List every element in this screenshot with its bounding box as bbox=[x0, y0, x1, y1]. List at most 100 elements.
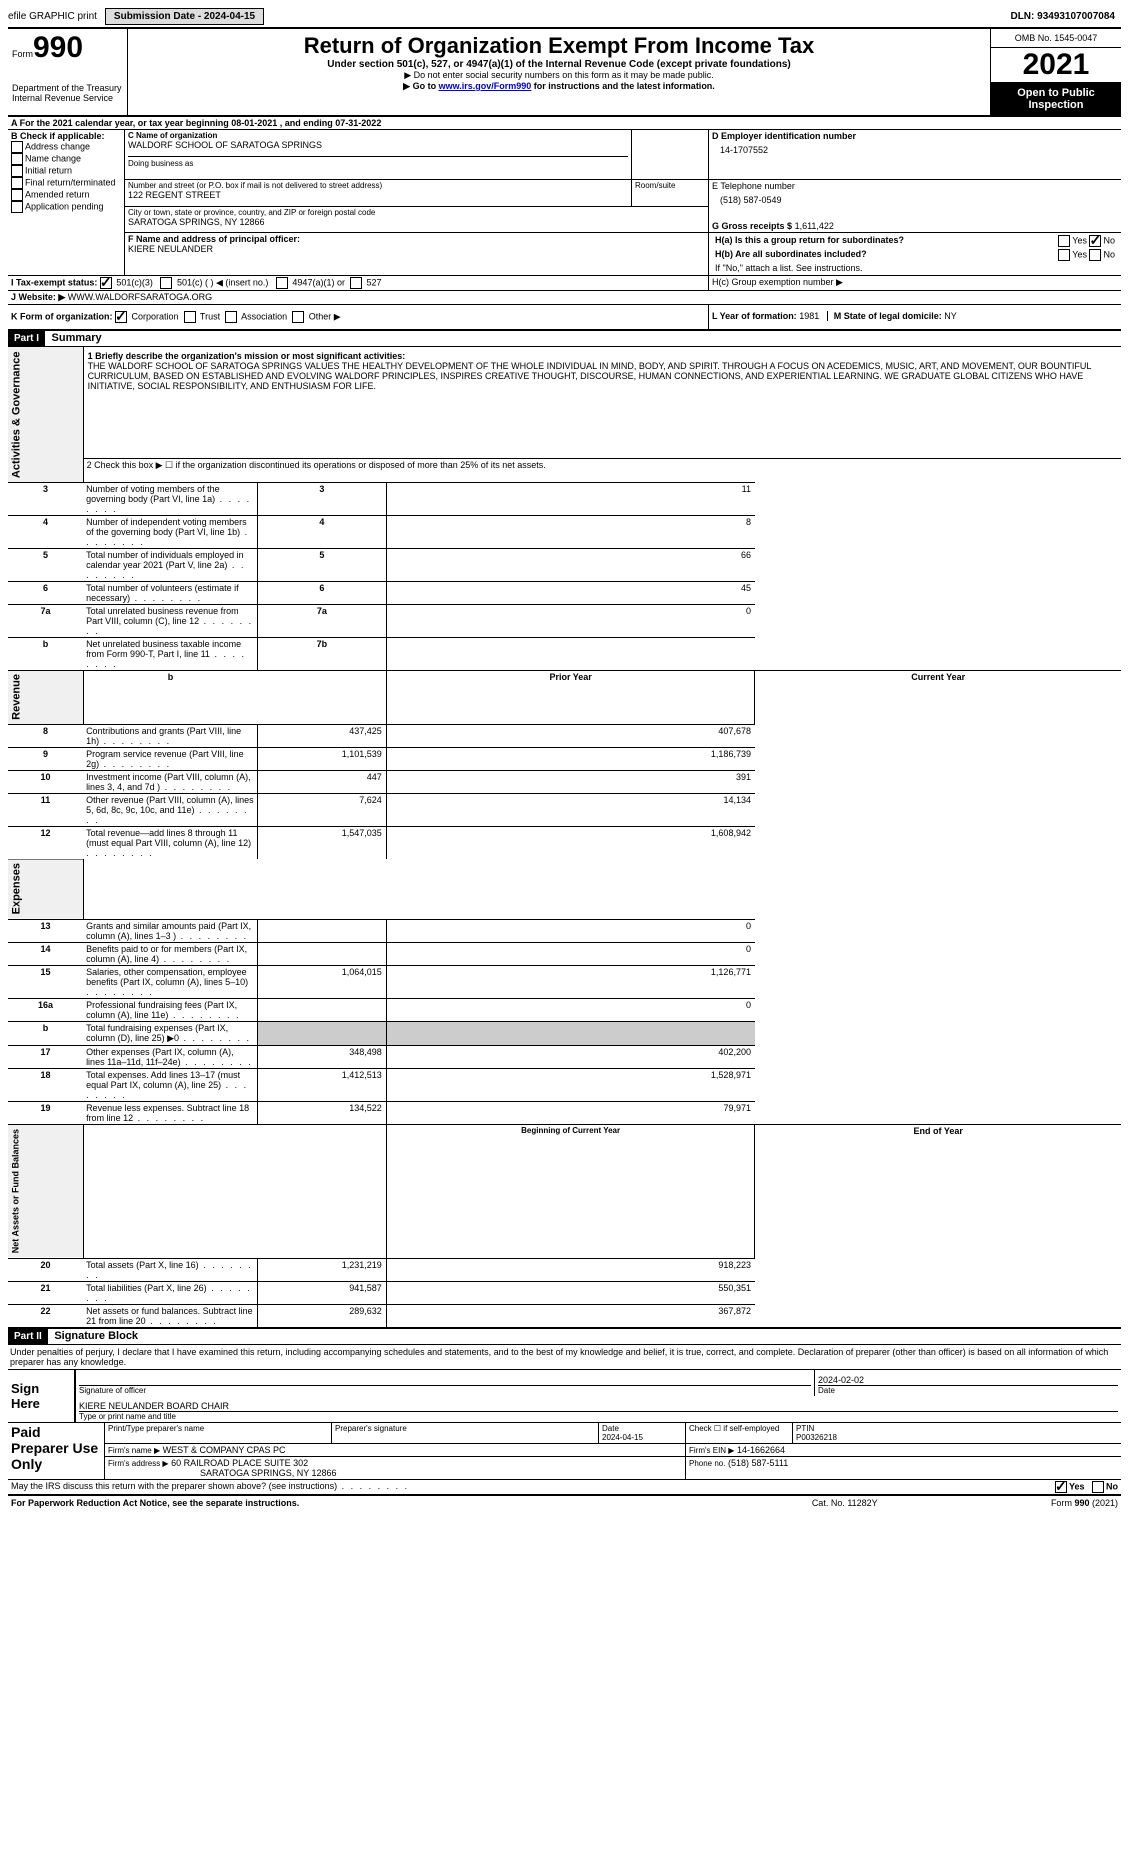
declaration: Under penalties of perjury, I declare th… bbox=[8, 1345, 1121, 1370]
top-bar: efile GRAPHIC print Submission Date - 20… bbox=[8, 8, 1121, 29]
m-val: NY bbox=[944, 311, 957, 321]
k-corp[interactable] bbox=[115, 311, 127, 323]
b-check[interactable] bbox=[11, 141, 23, 153]
page-footer: For Paperwork Reduction Act Notice, see … bbox=[8, 1494, 1121, 1509]
city-value: SARATOGA SPRINGS, NY 12866 bbox=[128, 217, 705, 227]
tax-year: 2021 bbox=[991, 48, 1121, 83]
prep-name-lbl: Print/Type preparer's name bbox=[105, 1422, 332, 1443]
b-check[interactable] bbox=[11, 165, 23, 177]
phone-value: (518) 587-0549 bbox=[712, 191, 1118, 205]
gross-receipts: 1,611,422 bbox=[795, 221, 834, 231]
street-address: 122 REGENT STREET bbox=[128, 190, 628, 200]
form-number: 990 bbox=[33, 31, 83, 64]
end-year-hdr: End of Year bbox=[755, 1125, 1121, 1258]
discuss-no[interactable] bbox=[1092, 1481, 1104, 1493]
curr-year-hdr: Current Year bbox=[755, 670, 1121, 725]
i-501c3-check[interactable] bbox=[100, 277, 112, 289]
d-label: D Employer identification number bbox=[712, 131, 1118, 141]
b-check[interactable] bbox=[11, 153, 23, 165]
firm-name: WEST & COMPANY CPAS PC bbox=[163, 1445, 286, 1455]
omb-number: OMB No. 1545-0047 bbox=[991, 29, 1121, 48]
ha-label: H(a) Is this a group return for subordin… bbox=[715, 235, 904, 245]
c-name-label: C Name of organization bbox=[128, 131, 628, 140]
line2: 2 Check this box ▶ ☐ if the organization… bbox=[83, 459, 1121, 482]
prep-sig-lbl: Preparer's signature bbox=[332, 1422, 599, 1443]
line1-label: 1 Briefly describe the organization's mi… bbox=[88, 351, 1117, 361]
irs-link[interactable]: www.irs.gov/Form990 bbox=[439, 81, 532, 91]
org-name: WALDORF SCHOOL OF SARATOGA SPRINGS bbox=[128, 140, 628, 150]
firm-ein: 14-1662664 bbox=[737, 1445, 785, 1455]
hc-label: H(c) Group exemption number ▶ bbox=[709, 276, 1122, 291]
hb-yes[interactable] bbox=[1058, 249, 1070, 261]
sig-name-lbl: Type or print name and title bbox=[79, 1411, 1118, 1421]
discuss-text: May the IRS discuss this return with the… bbox=[11, 1481, 337, 1491]
i-527-check[interactable] bbox=[350, 277, 362, 289]
exp-vert: Expenses bbox=[8, 859, 83, 919]
form-word: Form bbox=[12, 49, 33, 59]
form-title: Return of Organization Exempt From Incom… bbox=[132, 33, 986, 59]
form-subtitle: Under section 501(c), 527, or 4947(a)(1)… bbox=[132, 59, 986, 70]
h-note: If "No," attach a list. See instructions… bbox=[712, 262, 1118, 274]
paid-preparer: Paid Preparer Use Only bbox=[8, 1422, 105, 1479]
l-label: L Year of formation: bbox=[712, 311, 799, 321]
ptin: P00326218 bbox=[796, 1433, 837, 1442]
g-label: G Gross receipts $ bbox=[712, 221, 792, 231]
city-label: City or town, state or province, country… bbox=[128, 208, 705, 217]
form-footer: Form 990 (2021) bbox=[936, 1495, 1121, 1509]
b-label: B Check if applicable: bbox=[11, 131, 121, 141]
i-501c-check[interactable] bbox=[160, 277, 172, 289]
prior-year-hdr: Prior Year bbox=[386, 670, 755, 725]
part1-title: Summary bbox=[48, 332, 102, 344]
part1-header-row: Part I Summary bbox=[8, 329, 1121, 347]
e-label: E Telephone number bbox=[712, 181, 1118, 191]
m-label: M State of legal domicile: bbox=[834, 311, 945, 321]
discuss-yes[interactable] bbox=[1055, 1481, 1067, 1493]
k-trust[interactable] bbox=[184, 311, 196, 323]
firm-addr2: SARATOGA SPRINGS, NY 12866 bbox=[108, 1468, 337, 1478]
addr-label: Number and street (or P.O. box if mail i… bbox=[128, 181, 628, 190]
part2-title: Signature Block bbox=[50, 1330, 138, 1342]
part1-badge: Part I bbox=[8, 331, 45, 346]
b-check[interactable] bbox=[11, 189, 23, 201]
ein-value: 14-1707552 bbox=[712, 141, 1118, 155]
part1-table: Activities & Governance 1 Briefly descri… bbox=[8, 347, 1121, 1327]
k-assoc[interactable] bbox=[225, 311, 237, 323]
officer-name: KIERE NEULANDER bbox=[128, 244, 705, 254]
k-label: K Form of organization: bbox=[11, 311, 113, 321]
k-other[interactable] bbox=[292, 311, 304, 323]
entity-info-table: A For the 2021 calendar year, or tax yea… bbox=[8, 117, 1121, 329]
preparer-table: Paid Preparer Use Only Print/Type prepar… bbox=[8, 1422, 1121, 1479]
sig-officer-lbl: Signature of officer bbox=[79, 1385, 811, 1395]
part2-badge: Part II bbox=[8, 1329, 48, 1344]
mission-text: THE WALDORF SCHOOL OF SARATOGA SPRINGS V… bbox=[88, 361, 1117, 391]
b-check[interactable] bbox=[11, 177, 23, 189]
room-label: Room/suite bbox=[632, 180, 709, 207]
submission-button[interactable]: Submission Date - 2024-04-15 bbox=[105, 8, 264, 25]
b-check[interactable] bbox=[11, 201, 23, 213]
i-label: I Tax-exempt status: bbox=[11, 277, 97, 287]
rev-vert: Revenue bbox=[8, 670, 83, 725]
hb-label: H(b) Are all subordinates included? bbox=[715, 249, 867, 259]
i-4947-check[interactable] bbox=[276, 277, 288, 289]
discuss-row: May the IRS discuss this return with the… bbox=[8, 1479, 1121, 1494]
form-header: Form990 Department of the Treasury Inter… bbox=[8, 29, 1121, 117]
net-vert: Net Assets or Fund Balances bbox=[8, 1125, 83, 1258]
sig-date: 2024-02-02 bbox=[818, 1375, 1118, 1385]
dln-label: DLN: 93493107007084 bbox=[1010, 11, 1121, 22]
ha-yes[interactable] bbox=[1058, 235, 1070, 247]
self-emp: Check ☐ if self-employed bbox=[686, 1422, 793, 1443]
firm-addr1: 60 RAILROAD PLACE SUITE 302 bbox=[171, 1458, 308, 1468]
prep-phone: (518) 587-5111 bbox=[728, 1458, 788, 1468]
efile-label: efile GRAPHIC print bbox=[8, 11, 97, 22]
sign-here: Sign Here bbox=[8, 1370, 75, 1422]
irs-label: Internal Revenue Service bbox=[12, 93, 123, 103]
prep-date: 2024-04-15 bbox=[602, 1433, 643, 1442]
dba-label: Doing business as bbox=[128, 156, 628, 168]
sig-date-lbl: Date bbox=[818, 1385, 1118, 1395]
line-a: A For the 2021 calendar year, or tax yea… bbox=[8, 117, 1121, 130]
ha-no[interactable] bbox=[1089, 235, 1101, 247]
l-val: 1981 bbox=[799, 311, 819, 321]
cat-no: Cat. No. 11282Y bbox=[754, 1495, 936, 1509]
hb-no[interactable] bbox=[1089, 249, 1101, 261]
website: WWW.WALDORFSARATOGA.ORG bbox=[68, 292, 212, 302]
